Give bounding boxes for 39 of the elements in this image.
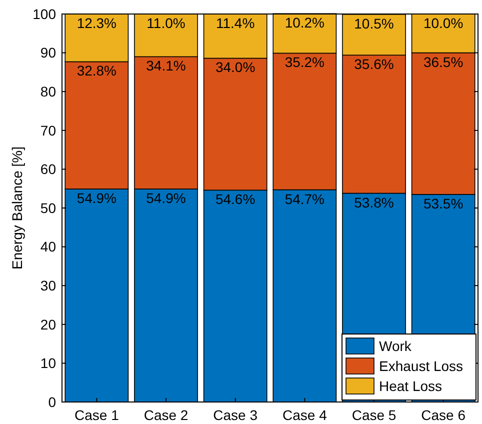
y-axis-title: Energy Balance [%] xyxy=(9,146,25,270)
y-tick-label: 90 xyxy=(40,44,56,61)
y-tick-label: 20 xyxy=(40,316,56,332)
y-tick-label: 10 xyxy=(40,355,56,372)
data-label: 36.5% xyxy=(423,54,464,70)
legend-label: Exhaust Loss xyxy=(379,358,464,374)
y-tick-label: 70 xyxy=(40,122,56,138)
data-label: 34.1% xyxy=(146,58,186,74)
data-label: 54.9% xyxy=(76,190,117,206)
data-label: 34.0% xyxy=(215,59,256,76)
y-tick-label: 50 xyxy=(40,200,56,216)
data-label: 11.0% xyxy=(146,15,186,31)
y-tick-label: 40 xyxy=(40,238,56,255)
data-label: 11.4% xyxy=(216,15,255,31)
data-label: 54.6% xyxy=(215,191,256,208)
y-tick-label: 60 xyxy=(40,161,56,178)
y-tick-label: 30 xyxy=(40,278,56,294)
x-tick-label: Case 2 xyxy=(144,407,188,423)
data-label: 54.9% xyxy=(146,190,186,206)
data-label: 10.5% xyxy=(354,15,394,32)
data-label: 54.7% xyxy=(284,190,325,207)
legend-label: Work xyxy=(379,338,412,354)
x-tick-label: Case 6 xyxy=(421,407,466,423)
y-tick-label: 80 xyxy=(40,84,56,100)
data-label: 12.3% xyxy=(76,15,117,31)
data-label: 35.6% xyxy=(354,56,394,72)
x-tick-label: Case 5 xyxy=(352,407,396,423)
y-tick-label: 100 xyxy=(32,6,56,22)
data-label: 53.8% xyxy=(354,194,394,210)
data-label: 35.2% xyxy=(284,54,325,70)
data-label: 32.8% xyxy=(76,62,117,79)
x-tick-label: Case 1 xyxy=(74,407,120,423)
data-label: 10.0% xyxy=(423,15,464,31)
x-tick-label: Case 4 xyxy=(282,407,328,423)
legend-label: Heat Loss xyxy=(379,378,442,394)
data-label: 53.5% xyxy=(423,195,464,212)
x-tick-label: Case 3 xyxy=(213,407,258,423)
data-label: 10.2% xyxy=(284,14,325,31)
y-tick-label: 0 xyxy=(48,394,56,410)
